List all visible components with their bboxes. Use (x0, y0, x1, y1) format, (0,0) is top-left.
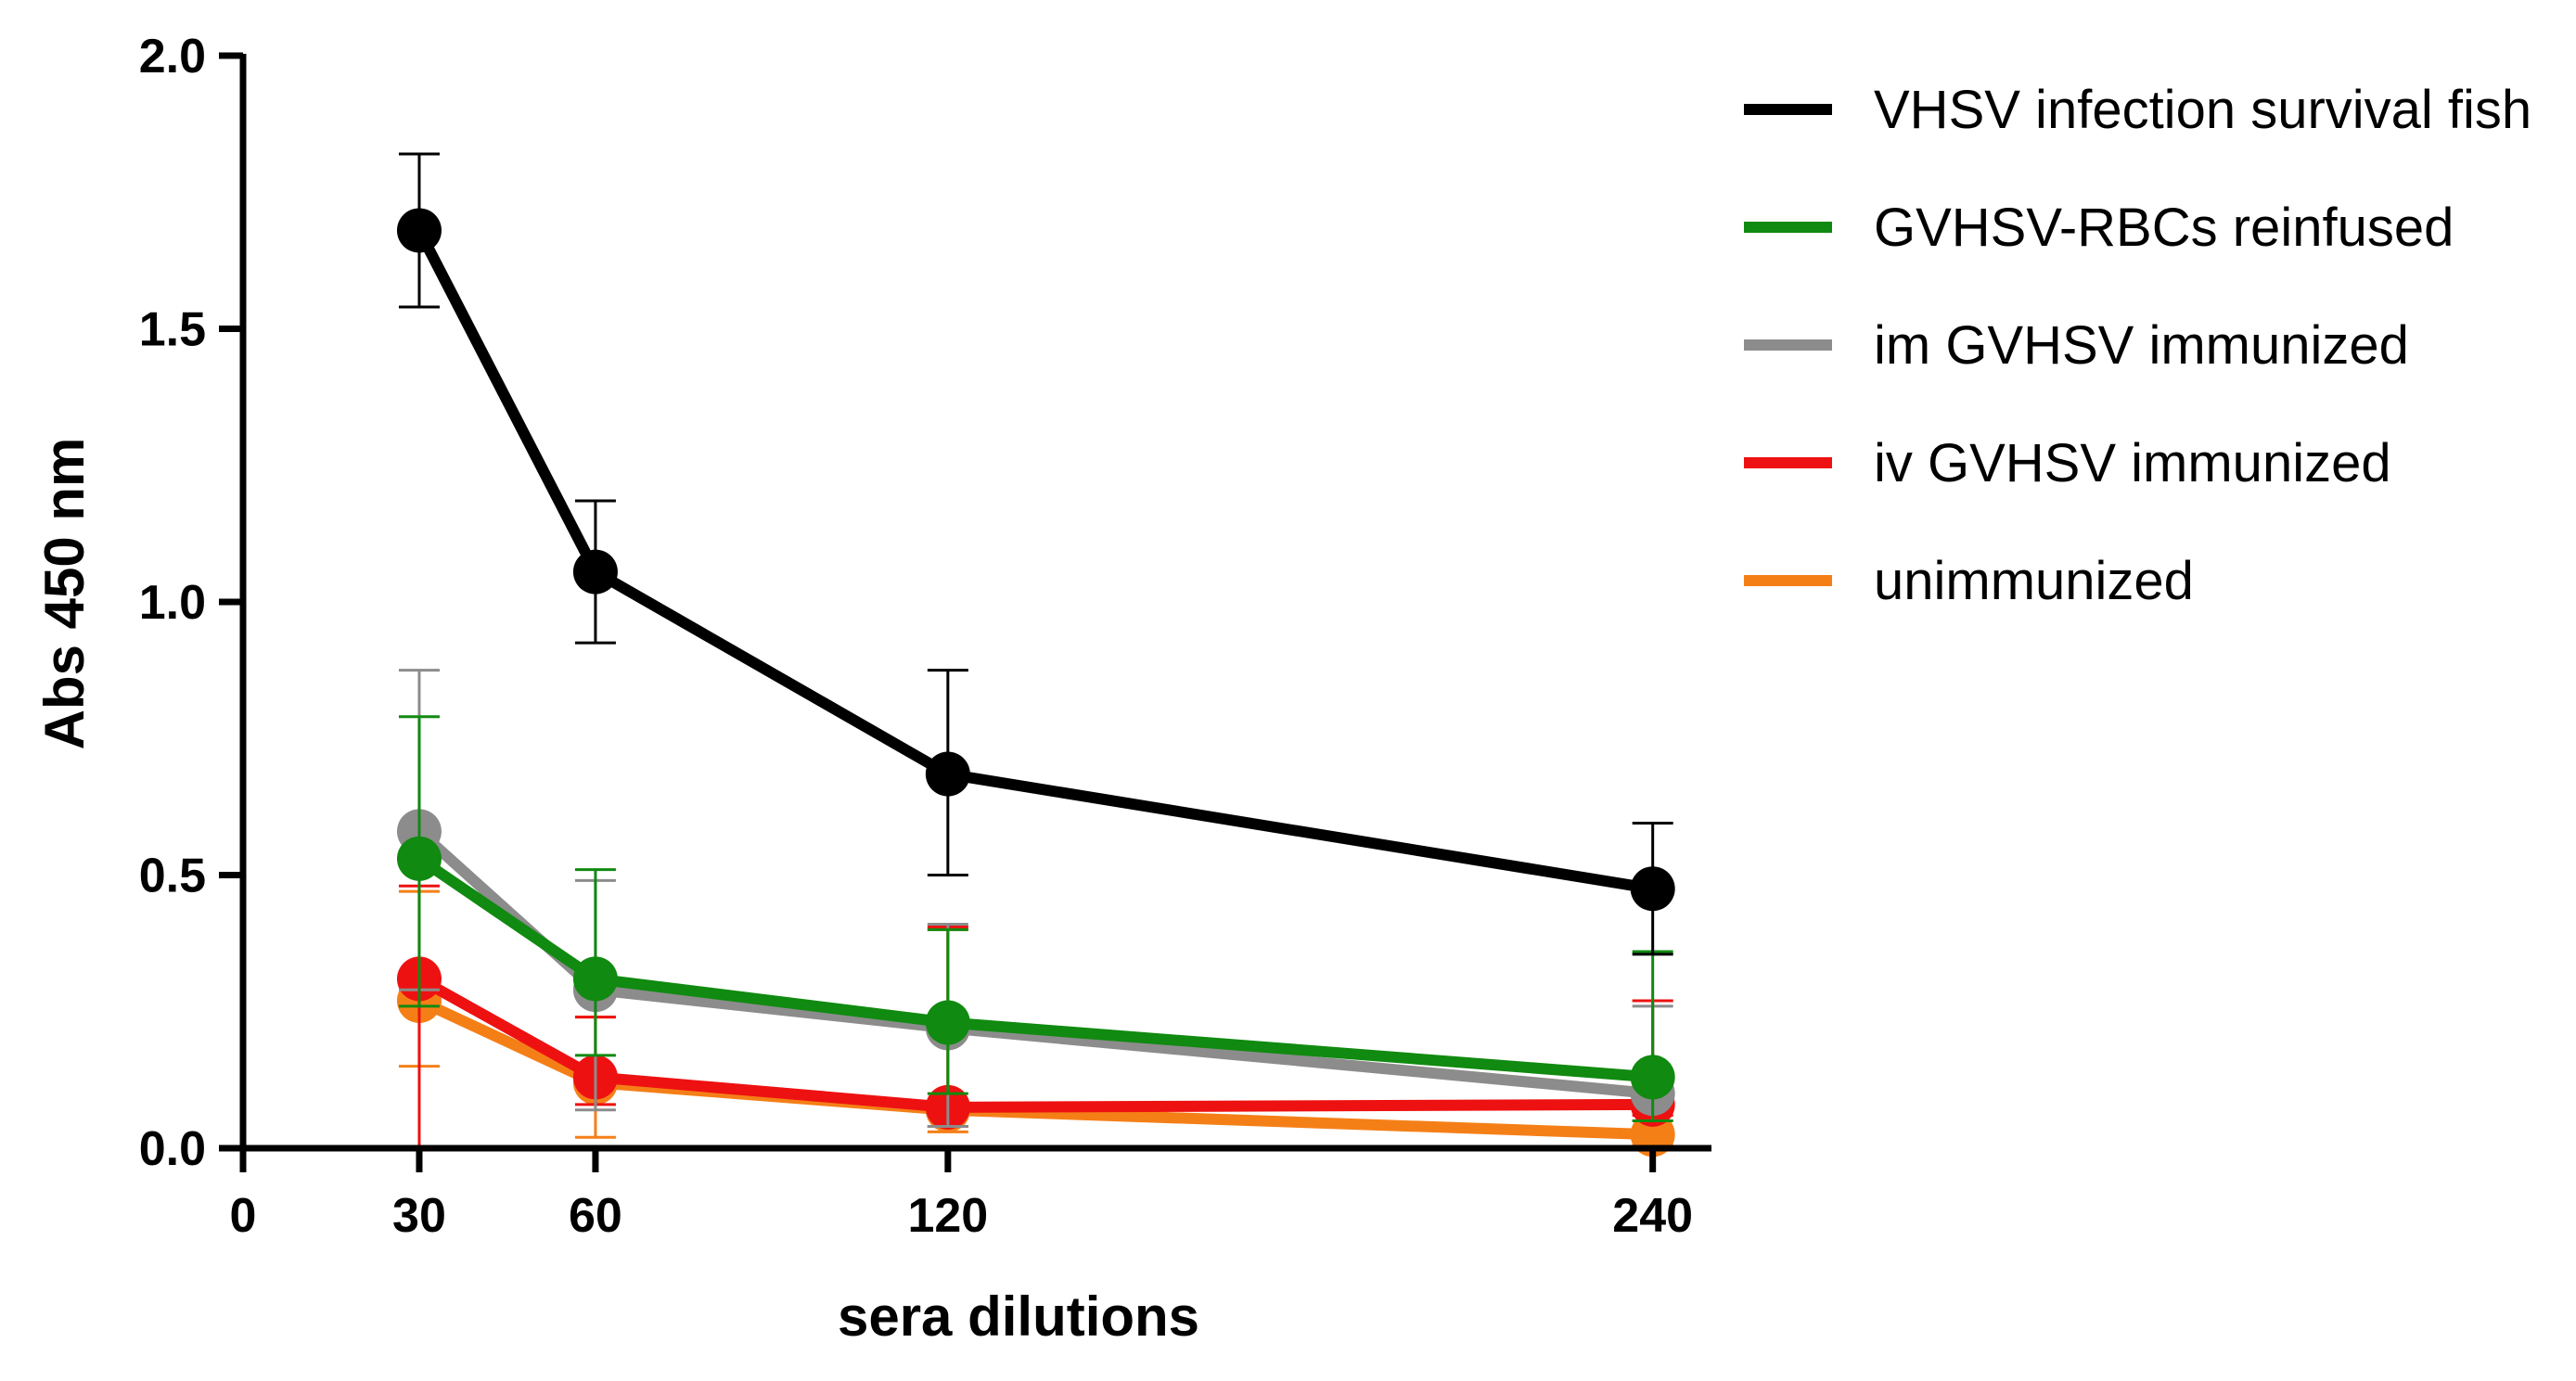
legend-label: unimmunized (1874, 551, 2194, 611)
data-point (572, 956, 618, 1002)
y-tick-label: 0.5 (139, 850, 206, 903)
series-line (417, 974, 1653, 1113)
y-tick-label: 1.0 (139, 576, 206, 630)
series-line (414, 227, 1654, 895)
data-point (925, 1000, 970, 1045)
series-group (396, 152, 1675, 1157)
x-tick-label: 30 (392, 1189, 446, 1243)
legend-label: im GVHSV immunized (1874, 315, 2409, 376)
y-tick-label: 2.0 (139, 30, 206, 83)
data-point (925, 751, 970, 797)
data-point (572, 549, 618, 595)
legend-label: iv GVHSV immunized (1874, 433, 2391, 493)
y-tick-label: 1.5 (139, 303, 206, 357)
legend: VHSV infection survival fish GVHSV-RBCs r… (1744, 80, 2531, 611)
x-axis-title: sera dilutions (838, 1285, 1199, 1348)
x-tick-label: 240 (1612, 1189, 1693, 1243)
data-point (396, 208, 442, 253)
series-line (416, 853, 1654, 1083)
x-tick-label: 0 (230, 1189, 257, 1243)
legend-label: GVHSV-RBCs reinfused (1874, 198, 2454, 258)
data-point (396, 836, 442, 881)
y-axis-title: Abs 450 nm (33, 438, 96, 750)
y-tick-label: 0.0 (139, 1122, 206, 1176)
data-point (1630, 1055, 1675, 1100)
data-point (1630, 866, 1675, 912)
legend-item: im GVHSV immunized (1744, 315, 2409, 376)
legend-item: iv GVHSV immunized (1744, 433, 2391, 493)
series-4 (396, 152, 1675, 956)
series-3 (396, 715, 1675, 1123)
x-tick-label: 120 (907, 1189, 988, 1243)
legend-item: GVHSV-RBCs reinfused (1744, 198, 2454, 258)
series-line (415, 826, 1654, 1100)
legend-item: unimmunized (1744, 551, 2194, 611)
axes-group: 0.0 0.5 1.0 1.5 2.0 0 30 60 120 240 (139, 30, 1711, 1243)
x-tick-label: 60 (569, 1189, 622, 1243)
legend-label: VHSV infection survival fish (1874, 80, 2531, 140)
legend-item: VHSV infection survival fish (1744, 80, 2531, 140)
